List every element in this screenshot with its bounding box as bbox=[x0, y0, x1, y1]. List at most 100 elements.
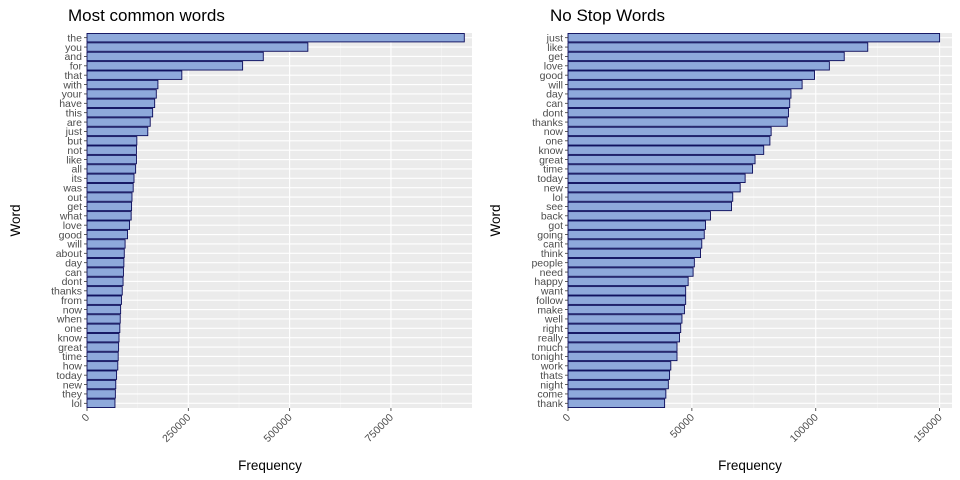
bar-thats bbox=[567, 370, 671, 380]
y-tick-label: thats bbox=[540, 370, 563, 382]
x-axis-title: Frequency bbox=[718, 458, 782, 473]
y-tick-label: know bbox=[57, 332, 82, 344]
y-tick-label: thanks bbox=[51, 286, 82, 298]
y-tick-label: well bbox=[544, 314, 563, 326]
y-tick-label: time bbox=[543, 164, 563, 176]
bar-about bbox=[86, 248, 125, 258]
y-tick-label: much bbox=[537, 342, 563, 354]
y-axis-title: Word bbox=[8, 204, 23, 236]
x-tick-label: 50000 bbox=[668, 412, 697, 441]
y-tick-label: dont bbox=[543, 107, 564, 119]
y-tick-label: this bbox=[66, 107, 82, 119]
y-tick-label: time bbox=[62, 351, 82, 363]
bar-from bbox=[86, 295, 122, 305]
bar-night bbox=[567, 379, 669, 390]
bar-got bbox=[567, 220, 706, 230]
y-tick-label: about bbox=[56, 248, 82, 260]
bar-great bbox=[86, 342, 120, 352]
bar-one bbox=[86, 323, 121, 333]
y-tick-label: work bbox=[540, 361, 564, 373]
y-tick-label: know bbox=[538, 145, 563, 157]
y-tick-label: will bbox=[547, 79, 563, 91]
y-tick-label: when bbox=[56, 314, 82, 326]
y-tick-label: can bbox=[65, 267, 82, 279]
y-tick-label: get bbox=[548, 51, 563, 63]
y-tick-label: now bbox=[63, 304, 83, 316]
y-tick-label: how bbox=[63, 361, 83, 373]
y-tick-label: good bbox=[59, 229, 83, 241]
bar-need bbox=[567, 267, 694, 277]
y-tick-label: tonight bbox=[531, 351, 563, 363]
bar-people bbox=[567, 258, 695, 268]
bar-now bbox=[86, 304, 122, 315]
bar-know bbox=[567, 145, 765, 155]
y-tick-label: day bbox=[65, 257, 83, 269]
y-tick-label: all bbox=[71, 164, 82, 176]
bar-that bbox=[86, 70, 183, 80]
y-tick-label: going bbox=[537, 229, 563, 241]
bar-was bbox=[86, 183, 134, 193]
bar-can bbox=[86, 267, 124, 277]
y-tick-label: what bbox=[59, 211, 82, 223]
y-tick-label: love bbox=[544, 61, 563, 73]
y-tick-label: cant bbox=[543, 239, 563, 251]
y-tick-label: new bbox=[544, 182, 564, 194]
y-tick-label: get bbox=[67, 201, 82, 213]
y-tick-label: day bbox=[546, 89, 564, 101]
bar-dont bbox=[86, 276, 124, 287]
y-tick-label: today bbox=[56, 370, 82, 382]
chart-title: Most common words bbox=[68, 6, 225, 25]
bar-follow bbox=[567, 295, 687, 305]
y-tick-label: with bbox=[62, 79, 82, 91]
bar-know bbox=[86, 333, 120, 343]
y-tick-label: now bbox=[544, 126, 564, 138]
bar-you bbox=[86, 42, 309, 52]
bar-with bbox=[86, 79, 159, 90]
y-tick-label: great bbox=[58, 342, 82, 354]
y-tick-label: lol bbox=[71, 398, 82, 410]
y-tick-label: are bbox=[67, 117, 82, 129]
bar-right bbox=[567, 323, 682, 333]
bar-get bbox=[86, 201, 133, 212]
y-tick-label: will bbox=[66, 239, 82, 251]
x-tick-label: 0 bbox=[80, 412, 93, 425]
bar-will bbox=[86, 239, 126, 249]
y-tick-label: you bbox=[65, 42, 82, 54]
bar-great bbox=[567, 154, 756, 165]
y-tick-label: like bbox=[547, 42, 563, 54]
bar-cant bbox=[567, 239, 703, 249]
y-tick-label: from bbox=[61, 295, 82, 307]
y-tick-label: today bbox=[537, 173, 563, 185]
bar-but bbox=[86, 136, 138, 146]
bar-like bbox=[567, 42, 869, 52]
bar-its bbox=[86, 173, 135, 183]
bar-can bbox=[567, 98, 791, 108]
y-tick-label: for bbox=[70, 61, 83, 73]
y-tick-label: your bbox=[62, 89, 83, 101]
bar-tonight bbox=[567, 351, 678, 362]
bar-new bbox=[567, 183, 741, 193]
y-tick-label: just bbox=[65, 126, 82, 138]
y-tick-label: not bbox=[67, 145, 82, 157]
y-tick-label: right bbox=[543, 323, 564, 335]
bar-the bbox=[86, 33, 465, 43]
y-tick-label: love bbox=[63, 220, 82, 232]
x-tick-label: 150000 bbox=[911, 412, 944, 445]
y-tick-label: can bbox=[546, 98, 563, 110]
y-tick-label: the bbox=[67, 32, 82, 44]
bar-and bbox=[86, 51, 264, 62]
bar-much bbox=[567, 342, 678, 352]
plot-background bbox=[87, 33, 472, 408]
y-tick-label: want bbox=[540, 286, 563, 298]
bar-time bbox=[86, 351, 119, 362]
y-tick-label: that bbox=[64, 70, 82, 82]
y-tick-label: and bbox=[64, 51, 82, 63]
bar-want bbox=[567, 286, 687, 296]
bar-day bbox=[567, 89, 792, 99]
y-tick-label: really bbox=[538, 332, 564, 344]
x-axis-title: Frequency bbox=[238, 458, 302, 473]
bar-dont bbox=[567, 108, 789, 118]
bar-back bbox=[567, 211, 711, 221]
x-tick-label: 750000 bbox=[363, 412, 396, 445]
bar-today bbox=[567, 173, 746, 183]
